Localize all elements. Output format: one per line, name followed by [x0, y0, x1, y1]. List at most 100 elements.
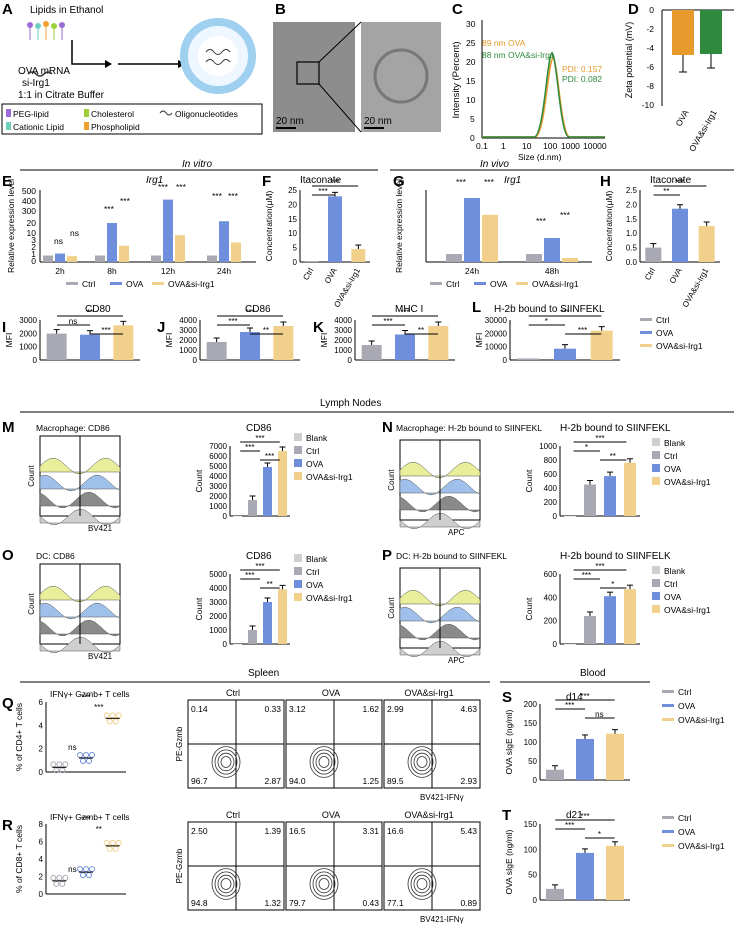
sig-label: *** [265, 452, 274, 461]
bar [446, 254, 462, 262]
y-tick-label: 100 [524, 738, 538, 747]
flow-x-label: BV421-IFNγ [420, 915, 464, 924]
data-point [109, 839, 116, 846]
sig-label: ns [68, 743, 76, 752]
y-tick-label: 20000 [485, 329, 508, 338]
y-tick-label: 10000 [485, 343, 508, 352]
y-axis-label: Count [27, 465, 36, 487]
zeta-bar-si [700, 10, 722, 54]
y-axis-label: Count [524, 469, 534, 492]
legend-ova: OVA [664, 464, 682, 474]
legend-t: Ctrl OVA OVA&si-Irg1 [662, 813, 725, 851]
quadrant-value: 3.12 [289, 704, 306, 714]
sig-label: *** [580, 812, 589, 821]
panel-letter-j: J [157, 319, 165, 336]
data-point [77, 866, 83, 873]
y-axis-label: OVA sIgE (ng/ml) [504, 829, 514, 894]
data-point [83, 752, 89, 758]
flow-plot-title: Ctrl [226, 810, 240, 820]
y-tick-label: 2.0 [626, 200, 638, 209]
data-point [112, 845, 119, 852]
e-sig: *** [176, 182, 187, 192]
bar [546, 769, 564, 780]
data-point [103, 839, 110, 846]
legend-ctrl: Ctrl [306, 567, 319, 577]
legend-ctrl: Ctrl [678, 813, 691, 823]
sig-label: *** [330, 178, 339, 187]
y-tick-label: 0 [553, 640, 558, 649]
e-ytick: 400 [22, 196, 36, 206]
bar [361, 345, 382, 360]
bar [546, 888, 564, 900]
c-pdi1: PDI: 0.157 [562, 64, 602, 74]
y-axis-label: Count [524, 597, 534, 620]
c-xtick: 0.1 [476, 141, 488, 151]
panel-letter-k: K [313, 319, 324, 336]
x-tick-label: OVA [668, 266, 684, 285]
bar [517, 358, 540, 360]
y-tick-label: 200 [544, 617, 558, 626]
y-tick-label: 2000 [19, 329, 37, 338]
y-tick-label: 10 [288, 229, 297, 238]
y-axis-label: Concentration(μM) [264, 191, 274, 262]
contour [407, 868, 437, 900]
bar [67, 256, 77, 262]
e-ytick: 500 [22, 186, 36, 196]
contour [318, 756, 330, 768]
c-ytick: 0 [470, 133, 475, 143]
y-axis-label: Count [27, 593, 36, 615]
e-ytick: 2 [31, 242, 36, 252]
data-point [106, 718, 113, 725]
sig-label: *** [595, 562, 604, 571]
y-tick-label: 50 [528, 757, 537, 766]
g-title: Irg1 [504, 175, 521, 186]
legend-si: OVA&si-Irg1 [168, 279, 215, 289]
panel-letter-d: D [628, 1, 639, 18]
sig-label: ** [96, 825, 102, 834]
y-tick-label: 150 [524, 820, 538, 829]
y-tick-label: 3000 [19, 316, 37, 325]
bar [584, 616, 596, 644]
bar [95, 255, 105, 262]
c-ytick: 10 [466, 95, 476, 105]
y-axis-label: % of CD8+ T cells [14, 825, 24, 893]
y-tick-label: 3000 [179, 326, 197, 335]
bar [55, 253, 65, 262]
x-axis-label: BV421 [88, 524, 113, 533]
panel-letter-t: T [502, 807, 511, 824]
y-tick-label: 0 [503, 356, 508, 365]
c-xlabel: Size (d.nm) [518, 152, 562, 162]
lymph-nodes-label: Lymph Nodes [320, 398, 381, 409]
y-tick-label: 4000 [334, 316, 352, 325]
d-ylabel: Zeta potential (mV) [624, 22, 634, 99]
c-pdi2: PDI: 0.082 [562, 74, 602, 84]
y-tick-label: 1000 [539, 442, 557, 451]
contour [309, 746, 339, 778]
x-axis-label: APC [448, 656, 465, 665]
bar [248, 630, 257, 644]
contour [416, 756, 428, 768]
quadrant-value: 2.50 [191, 826, 208, 836]
sig-label: *** [81, 815, 90, 824]
d-ytick: -8 [646, 81, 654, 91]
y-tick-label: 3000 [209, 482, 227, 491]
legend-ctrl: Ctrl [664, 451, 677, 461]
sig-label: *** [228, 317, 237, 326]
sig-label: *** [565, 821, 574, 830]
contour [407, 746, 437, 778]
g-chart: Relative expression level 24h 48h *** **… [394, 177, 592, 276]
panel-letter-p: P [382, 547, 392, 564]
legend-si: OVA&si-Irg1 [656, 341, 703, 351]
data-point [109, 712, 116, 719]
q-flow-plots: Ctrl 0.14 0.33 96.7 2.87 OVA 3.12 1.62 94.0 1.25 O… [175, 688, 481, 802]
data-point [103, 712, 110, 719]
quadrant-value: 0.89 [460, 898, 477, 908]
e-sig: ns [54, 236, 63, 246]
quadrant-value: 2.87 [264, 776, 281, 786]
sig-label: *** [565, 701, 574, 710]
y-tick-label: 2000 [179, 336, 197, 345]
q-title: IFNγ+ Gzmb+ T cells [50, 689, 130, 699]
legend-g: Ctrl OVA OVA&si-Irg1 [430, 279, 579, 289]
